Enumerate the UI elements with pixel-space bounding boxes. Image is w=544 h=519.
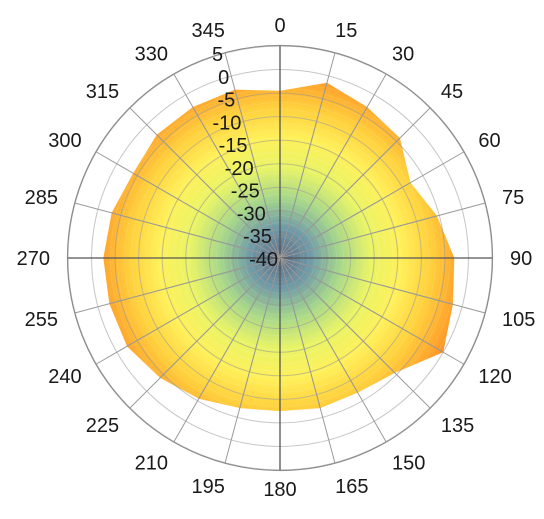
angle-label-330: 330 (135, 44, 168, 66)
grid-spoke-60 (279, 151, 464, 259)
grid-spoke-240 (96, 257, 281, 365)
angle-label-150: 150 (392, 452, 425, 474)
radial-label-5: 5 (212, 44, 223, 66)
angle-label-165: 165 (335, 476, 368, 498)
angle-label-90: 90 (510, 248, 532, 270)
outer-ring (66, 44, 494, 472)
angle-label-120: 120 (478, 366, 511, 388)
angle-label-300: 300 (48, 130, 81, 152)
angle-label-285: 285 (25, 187, 58, 209)
angle-label-210: 210 (135, 452, 168, 474)
grid-spoke-210 (173, 257, 281, 442)
radial-label-neg20: -20 (225, 158, 254, 180)
angle-label-15: 15 (335, 20, 357, 42)
grid-spoke-105 (279, 257, 485, 314)
grid-spoke-300 (96, 151, 281, 259)
angle-label-270: 270 (17, 248, 50, 270)
radial-label-neg15: -15 (219, 135, 248, 157)
series-area (103, 82, 455, 412)
angle-label-75: 75 (502, 187, 524, 209)
grid-spoke-225 (129, 257, 281, 409)
grid-spoke-135 (279, 257, 431, 409)
angle-label-225: 225 (86, 415, 119, 437)
grid-spoke-345 (224, 53, 281, 259)
grid-spoke-30 (279, 74, 387, 259)
angle-label-45: 45 (441, 81, 463, 103)
angle-label-315: 315 (86, 81, 119, 103)
grid-spoke-165 (279, 257, 336, 463)
grid-spoke-315 (129, 107, 281, 259)
radial-label-neg35: -35 (243, 226, 272, 248)
angle-label-195: 195 (192, 476, 225, 498)
grid-spoke-15 (279, 53, 336, 259)
angle-label-0: 0 (274, 15, 285, 37)
grid-spoke-75 (279, 202, 485, 259)
radial-label-neg5: -5 (218, 90, 236, 112)
axis-labels: 0 15 30 45 60 75 90 105 120 135 150 165 180 195 210 225… (17, 15, 536, 501)
grid-spoke-150 (279, 257, 387, 442)
angle-label-30: 30 (392, 44, 414, 66)
radial-label-neg25: -25 (231, 181, 260, 203)
grid-spoke-285 (75, 202, 281, 259)
angle-label-60: 60 (478, 130, 500, 152)
angle-label-180: 180 (263, 479, 296, 501)
angle-label-345: 345 (192, 20, 225, 42)
grid-spoke-330 (173, 74, 281, 259)
radial-label-neg30: -30 (237, 204, 266, 226)
radial-label-neg10: -10 (212, 113, 241, 135)
angle-label-135: 135 (441, 415, 474, 437)
grid-spoke-255 (75, 257, 281, 314)
polar-grid (66, 44, 494, 472)
grid-spoke-45 (279, 107, 431, 259)
grid-spoke-195 (224, 257, 281, 463)
angle-label-240: 240 (48, 366, 81, 388)
radial-label-neg40: -40 (249, 249, 278, 271)
angle-label-105: 105 (502, 309, 535, 331)
radial-label-0: 0 (218, 67, 229, 89)
grid-spoke-120 (279, 257, 464, 365)
angle-label-255: 255 (25, 309, 58, 331)
